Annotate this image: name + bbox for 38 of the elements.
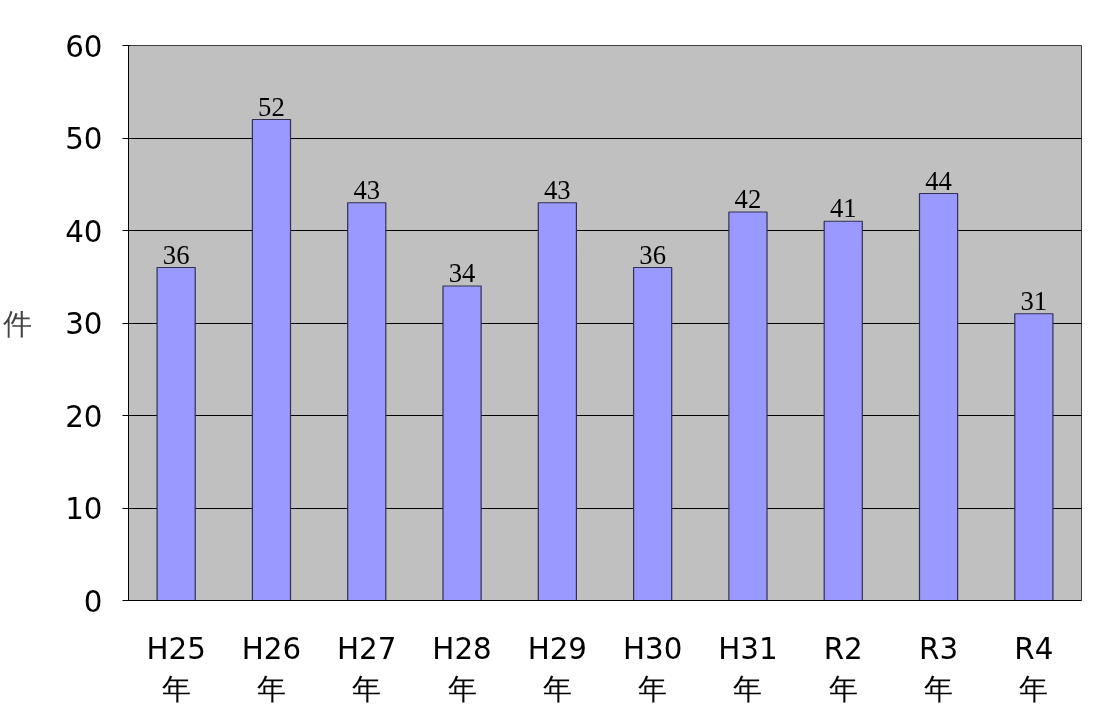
data-label: 43	[544, 174, 571, 205]
y-axis-title: 件	[3, 306, 33, 340]
data-label: 43	[353, 174, 381, 205]
x-tick-label: H26 年	[241, 631, 302, 707]
x-tick-label: H31 年	[718, 631, 778, 707]
y-tick-label: 60	[65, 29, 103, 64]
x-tick-label: H28 年	[432, 631, 492, 707]
x-tick-label: R2 年	[823, 631, 863, 707]
bar	[442, 285, 482, 601]
x-tick-label: R4 年	[1014, 631, 1054, 707]
y-tick-label: 10	[65, 492, 103, 526]
data-label: 31	[1020, 285, 1048, 316]
bar	[632, 266, 673, 601]
y-tick-label: 30	[65, 307, 103, 341]
y-tick-label: 40	[65, 214, 103, 249]
y-tick-label: 20	[65, 399, 103, 434]
x-tick-label: R3 年	[919, 631, 959, 707]
x-tick-label: H25 年	[146, 631, 206, 707]
data-label: 52	[258, 91, 285, 122]
data-label: 44	[925, 165, 952, 196]
bar	[347, 202, 387, 601]
bar	[823, 220, 863, 601]
bar	[156, 266, 196, 601]
bar	[251, 118, 292, 601]
bar	[918, 192, 959, 601]
y-tick-label: 0	[83, 584, 103, 619]
data-label: 36	[162, 239, 190, 270]
y-tick-label: 50	[65, 122, 103, 156]
bar	[728, 211, 768, 601]
x-tick-label: H29 年	[527, 631, 588, 707]
bar	[537, 202, 578, 601]
data-label: 34	[448, 258, 476, 288]
x-tick-label: H27 年	[337, 631, 397, 707]
data-label: 42	[734, 184, 762, 214]
data-label: 41	[829, 193, 857, 224]
bar	[1014, 313, 1054, 601]
x-tick-label: H30 年	[622, 631, 683, 707]
data-label: 36	[639, 239, 666, 270]
